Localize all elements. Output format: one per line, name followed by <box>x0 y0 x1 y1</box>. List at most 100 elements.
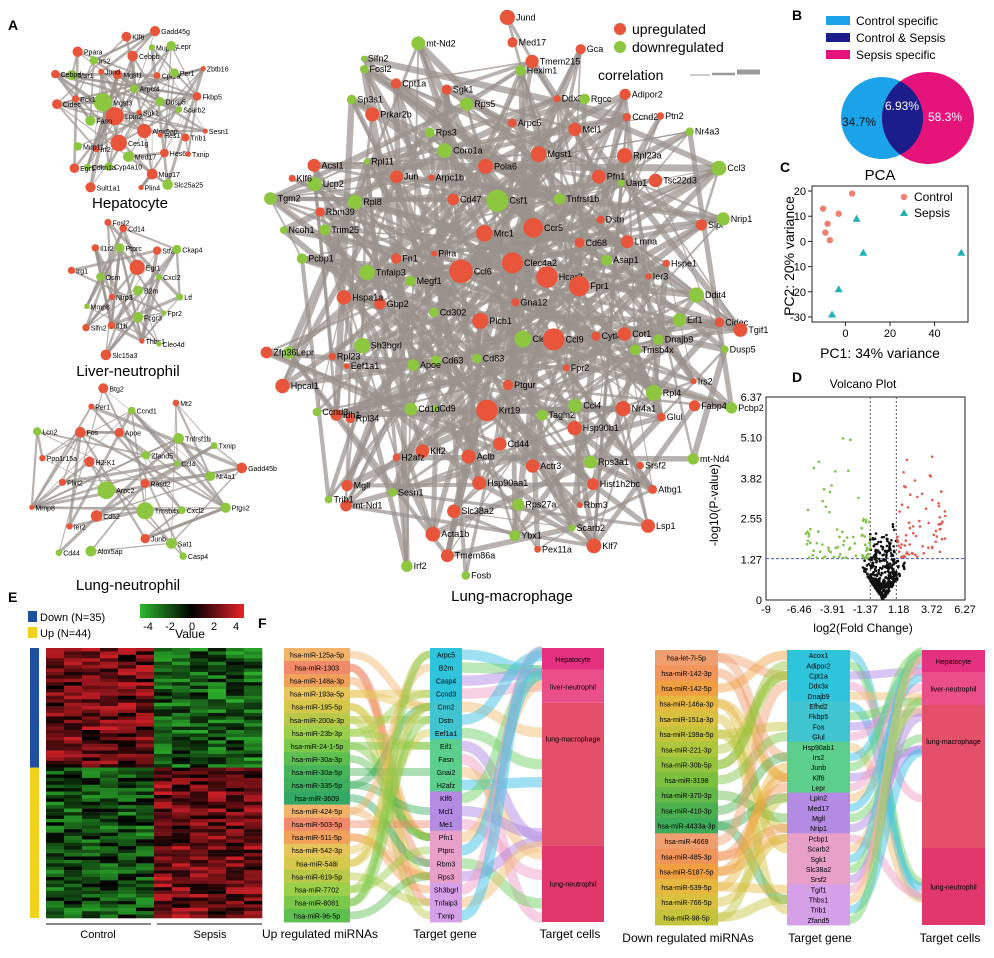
heatmap-scale-title: Value <box>175 627 205 641</box>
heatmap-cell <box>118 798 137 803</box>
mirna-node-hsa-mir-335-5p <box>284 778 350 792</box>
heatmap-cell <box>64 784 83 789</box>
mirna-node-hsa-mir-195-5p <box>284 700 350 714</box>
heatmap-cell <box>226 818 245 823</box>
volcano-point <box>881 547 884 551</box>
network-edge <box>591 404 697 548</box>
heatmap-cell <box>100 832 119 837</box>
heatmap-cell <box>100 695 119 700</box>
node-ier3 <box>645 273 652 280</box>
heatmap-cell <box>172 685 191 690</box>
heatmap-cell <box>82 829 101 833</box>
heatmap-cell <box>244 648 263 652</box>
heatmap-cell <box>46 675 65 679</box>
heatmap-cell <box>118 812 137 816</box>
pca-point-sepsis <box>957 248 966 256</box>
network-edge <box>90 542 172 552</box>
heatmap-cell <box>64 883 83 888</box>
heatmap-cell <box>100 907 119 912</box>
volcano-point <box>871 572 875 575</box>
heatmap-cell <box>64 894 83 898</box>
heatmap-cell <box>82 894 101 898</box>
node-tnfrsf1b <box>173 433 185 444</box>
node-label-pck1: Pck1 <box>80 97 96 104</box>
heatmap-cell <box>82 685 101 690</box>
heatmap-cell <box>64 668 83 673</box>
heatmap-cell <box>82 702 101 707</box>
gene-label-sh3bgrl: Sh3bgrl <box>434 887 459 894</box>
volcano-xtick-label: -6.46 <box>787 604 812 616</box>
heatmap-cell <box>118 665 137 669</box>
heatmap-cell <box>100 665 119 669</box>
heatmap-cell <box>244 658 263 662</box>
heatmap-cell <box>64 904 83 908</box>
node-label-rps5: Rps5 <box>474 99 495 109</box>
network-edge <box>90 71 102 188</box>
heatmap-cell <box>136 900 155 905</box>
node-label-ptprc: Ptprc <box>126 246 143 253</box>
pca-legend-marker-control <box>900 193 908 201</box>
heatmap-cell <box>244 723 263 727</box>
heatmap-cell <box>136 815 155 820</box>
mirna-node-hsa-mir-370-3p <box>655 787 718 804</box>
heatmap-cell <box>136 764 155 768</box>
venn-diagram: Control specific Control & Sepsis Sepsis… <box>826 14 974 164</box>
node-label-rps3a1: Rps3a1 <box>598 457 629 467</box>
heatmap-cell <box>136 747 155 751</box>
node-gbp2 <box>374 298 386 310</box>
heatmap-cell <box>46 853 65 857</box>
heatmap-cell <box>226 678 245 683</box>
volcano-point <box>902 471 905 474</box>
heatmap-cell <box>208 829 227 833</box>
node-label-tgif1: Tgif1 <box>748 325 768 335</box>
mirna-label-hsa-mir-424-5p: hsa-miR-424-5p <box>292 809 342 816</box>
heatmap-cell <box>244 716 263 721</box>
gene-node-casp4 <box>430 674 462 688</box>
heatmap-cell <box>100 777 119 782</box>
venn-key-control <box>826 16 850 25</box>
heatmap-cell <box>226 832 245 837</box>
mirna-label-hsa-mir-548i: hsa-miR-548i <box>296 861 338 868</box>
volcano-point <box>902 485 906 488</box>
node-tnfrsf1b <box>553 193 566 205</box>
mirna-node-hsa-mir-410-3p <box>655 802 718 819</box>
gene-label-tgif1: Tgif1 <box>811 887 827 894</box>
heatmap-cell <box>154 798 173 803</box>
node-label-fosb: Fosb <box>471 570 491 580</box>
heatmap-scale-tick: -4 <box>143 621 153 633</box>
mirna-label-hsa-mir-199a-5p: hsa-miR-199a-5p <box>659 732 713 739</box>
heatmap-cell <box>244 808 263 813</box>
heatmap-cell <box>172 897 191 902</box>
volcano-point <box>886 565 889 568</box>
node-gadd45g <box>149 26 161 37</box>
volcano-point <box>893 550 896 554</box>
heatmap-cell <box>190 671 209 676</box>
heatmap-cell <box>118 736 137 741</box>
cell-label-hepatocyte: Hepatocyte <box>936 659 972 666</box>
node-ckap4 <box>172 244 182 254</box>
node-pilra <box>431 250 438 257</box>
gene-label-ptprc: Ptprc <box>438 848 455 855</box>
heatmap-cell <box>154 900 173 905</box>
node-label-cdkn1a: Cdkn1a <box>92 165 116 172</box>
volcano-point <box>864 568 867 571</box>
mirna-label-hsa-mir-30a-3p: hsa-miR-30a-3p <box>292 757 342 764</box>
gene-label-fasn: Fasn <box>438 757 454 764</box>
node-txnip <box>185 151 191 157</box>
heatmap-cell <box>82 706 101 710</box>
node-label-sesn1: Sesn1 <box>398 488 424 498</box>
node-label-ptn2: Ptn2 <box>665 111 684 121</box>
volcano-point <box>887 541 891 544</box>
network-edge <box>137 290 160 345</box>
heatmap-cell <box>172 760 191 765</box>
heatmap-cell <box>208 716 227 721</box>
heatmap-cell <box>64 723 83 727</box>
node-label-mt2: Mt2 <box>180 401 192 408</box>
node-klf6 <box>121 31 132 42</box>
heatmap-cell <box>64 880 83 885</box>
mirna-node-hsa-mir-98-5p <box>655 909 718 926</box>
node-il1b <box>107 321 116 330</box>
volcano-point <box>930 455 934 459</box>
sankey-flow <box>349 702 431 881</box>
volcano-point <box>807 532 811 536</box>
